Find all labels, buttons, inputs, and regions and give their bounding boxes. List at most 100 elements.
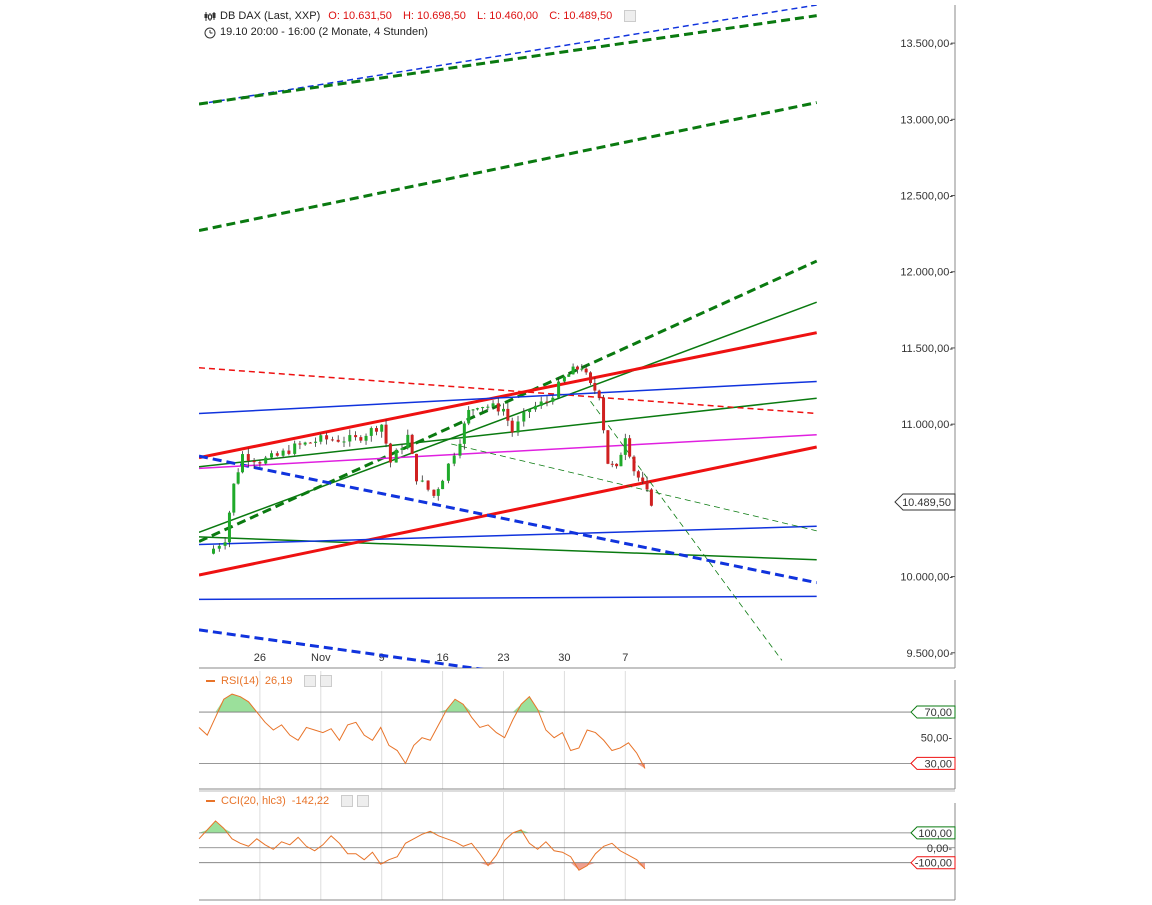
candle <box>287 450 291 454</box>
candle <box>496 403 500 412</box>
rsi-line <box>198 693 646 769</box>
trendline <box>199 5 817 105</box>
candle <box>308 442 312 444</box>
rsi-level-label: 50,00- <box>921 733 953 745</box>
candle <box>602 397 606 431</box>
rsi-level-marker <box>910 705 956 719</box>
candle <box>246 454 250 461</box>
candle <box>475 408 479 410</box>
trendline <box>199 366 817 415</box>
candle <box>641 477 645 482</box>
candle <box>354 435 358 438</box>
trendline <box>590 401 783 661</box>
candle <box>632 456 636 472</box>
rsi-overbought-fill <box>199 694 645 713</box>
cci-level-label: 100,00 <box>918 828 952 840</box>
instrument-name: DB DAX (Last, XXP) <box>220 10 321 22</box>
candle <box>232 483 236 513</box>
candle <box>557 381 561 398</box>
cci-level-label: -100,00 <box>915 858 952 870</box>
high-value: H: 10.698,50 <box>402 10 466 22</box>
cci-settings-button[interactable] <box>341 795 354 807</box>
candle <box>264 457 268 464</box>
candle <box>510 420 514 433</box>
candle <box>298 443 302 445</box>
rsi-value: 26,19 <box>264 675 293 687</box>
candle <box>374 428 378 432</box>
trendline <box>199 101 818 233</box>
candle <box>212 548 215 554</box>
candle <box>551 397 555 402</box>
rsi-level-label: 70,00 <box>924 707 952 719</box>
candle <box>458 443 462 456</box>
rsi-close-button[interactable] <box>320 675 333 687</box>
candle <box>293 443 297 454</box>
cci-overbought-fill <box>199 820 645 833</box>
cci-line <box>198 820 646 871</box>
settings-button[interactable] <box>624 10 637 22</box>
candle <box>567 374 571 377</box>
candle <box>528 409 532 413</box>
candle <box>462 423 466 444</box>
candle <box>394 449 398 463</box>
clock-icon <box>204 27 216 38</box>
y-tick-label: 12.000,00- <box>900 267 953 279</box>
candle <box>593 383 597 391</box>
trendline <box>199 434 817 470</box>
x-tick-label: 7 <box>622 652 628 664</box>
candle <box>562 376 566 382</box>
rsi-color-marker <box>206 680 215 682</box>
candle <box>388 443 392 463</box>
trendline <box>199 595 817 601</box>
last-price-marker <box>894 493 956 511</box>
trendline <box>199 397 817 468</box>
candle <box>486 406 490 408</box>
cci-title: CCI(20, hlc3) <box>221 795 286 807</box>
candle <box>252 460 256 463</box>
last-price-label: 10.489,50 <box>902 497 951 509</box>
candle <box>597 390 601 398</box>
candle <box>606 430 610 464</box>
candle <box>380 424 384 432</box>
candle <box>615 463 619 467</box>
trendline <box>199 445 818 577</box>
chart-header: DB DAX (Last, XXP) O: 10.631,50 H: 10.69… <box>204 10 637 22</box>
rsi-level-label: 30,00 <box>924 758 952 770</box>
candle <box>227 512 231 543</box>
cci-close-button[interactable] <box>357 795 370 807</box>
low-value: L: 10.460,00 <box>477 10 539 22</box>
candles-group <box>212 363 653 555</box>
trendline <box>199 331 817 460</box>
candle <box>236 472 240 484</box>
candle <box>636 471 640 478</box>
candle <box>441 480 445 490</box>
y-tick-label: 13.000,00- <box>900 114 953 126</box>
trendline-group <box>199 5 818 668</box>
rsi-level-marker <box>910 756 956 770</box>
candle <box>584 368 588 373</box>
candle <box>491 403 495 407</box>
cci-level-marker <box>910 856 956 870</box>
candle <box>270 453 273 458</box>
candle <box>303 442 307 445</box>
candle <box>384 424 388 444</box>
candle <box>359 437 363 441</box>
rsi-settings-button[interactable] <box>304 675 317 687</box>
y-tick-label: 12.500,00- <box>900 191 953 203</box>
y-tick-label: 9.500,00- <box>907 648 954 660</box>
candle <box>446 463 450 481</box>
candle <box>314 441 318 443</box>
candle <box>369 428 373 436</box>
candle <box>502 408 505 412</box>
x-tick-label: 9 <box>379 652 385 664</box>
trendline <box>199 14 817 106</box>
candle <box>336 439 340 442</box>
candle <box>533 405 537 410</box>
close-value: C: 10.489,50 <box>549 10 613 22</box>
x-tick-label: 23 <box>497 652 509 664</box>
candle <box>575 366 579 370</box>
candle <box>589 372 592 384</box>
candle <box>319 435 323 442</box>
candle <box>410 434 414 454</box>
